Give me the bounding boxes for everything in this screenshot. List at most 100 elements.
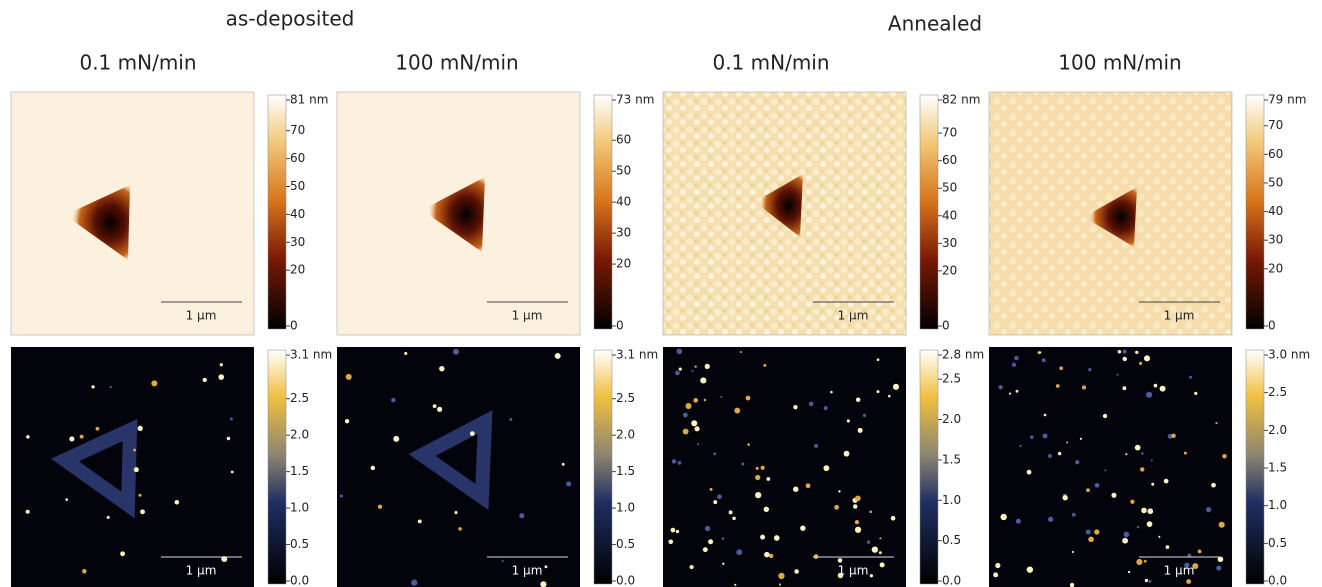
colorbar-label: 30 <box>942 236 957 250</box>
particle <box>703 547 708 552</box>
particle <box>1141 452 1144 455</box>
particle <box>418 519 422 523</box>
colorbar-label: 81 nm <box>290 93 328 107</box>
scale-bar-label: 1 μm <box>1164 564 1195 578</box>
particle <box>695 426 700 431</box>
particle <box>993 572 998 577</box>
column-title: 100 mN/min <box>1058 51 1181 75</box>
colorbar-label: 1.5 <box>616 464 635 478</box>
particle <box>1016 390 1019 393</box>
colorbar-label: 40 <box>942 208 957 222</box>
particle <box>1215 422 1217 424</box>
particle <box>823 465 829 471</box>
particle <box>764 507 769 512</box>
particle <box>1072 551 1074 553</box>
particle <box>755 492 761 498</box>
particle <box>722 563 724 565</box>
particle <box>1122 386 1126 390</box>
particle <box>880 562 885 567</box>
particle <box>675 371 680 376</box>
afm-image <box>337 347 580 587</box>
particle <box>566 481 571 486</box>
particle <box>774 535 780 541</box>
panels: 0.1 mN/min1 μm81 nm70605040302001 μm3.1 … <box>11 51 1310 587</box>
particle <box>404 352 407 355</box>
particle <box>756 467 759 470</box>
colorbar-label: 50 <box>616 164 631 178</box>
particle <box>519 513 524 518</box>
colorbar-label: 40 <box>290 207 305 221</box>
particle <box>26 510 30 514</box>
particle <box>760 535 765 540</box>
particle <box>838 558 843 563</box>
colorbar-label: 0.0 <box>942 574 961 587</box>
particle <box>734 584 736 586</box>
particle <box>91 385 94 388</box>
particle <box>676 349 682 355</box>
particle <box>708 539 713 544</box>
colorbar-label: 70 <box>1268 118 1283 132</box>
colorbar-label: 20 <box>942 263 957 277</box>
image-bg <box>11 92 254 335</box>
particle <box>437 407 442 412</box>
particle <box>1166 545 1170 549</box>
particle <box>1135 445 1141 451</box>
colorbar-label: 30 <box>616 226 631 240</box>
particle <box>710 488 713 491</box>
particle <box>691 370 693 372</box>
particle <box>722 537 724 539</box>
particle <box>1048 517 1053 522</box>
particle <box>26 435 30 439</box>
particle <box>872 546 878 552</box>
particle <box>433 404 437 408</box>
column-title: 100 mN/min <box>395 51 518 75</box>
particle <box>65 498 68 501</box>
particle <box>227 437 230 440</box>
scale-bar-label: 1 μm <box>1164 309 1195 323</box>
particle <box>1027 566 1033 572</box>
particle <box>346 374 352 380</box>
particle <box>378 505 382 509</box>
particle <box>683 429 689 435</box>
colorbar-label: 60 <box>942 153 957 167</box>
particle <box>809 402 814 407</box>
colorbar-label: 0.0 <box>1268 574 1287 587</box>
particle <box>231 471 234 474</box>
particle <box>138 426 143 431</box>
figure: as-deposited Annealed 0.1 mN/min1 μm81 n… <box>0 0 1322 587</box>
particle <box>678 461 682 465</box>
colorbar-label: 0.5 <box>942 533 961 547</box>
particle <box>779 583 781 585</box>
colorbar-label: 0 <box>616 319 624 333</box>
particle <box>1122 349 1126 353</box>
particle <box>1141 508 1147 514</box>
particle <box>740 351 742 353</box>
particle <box>778 573 784 579</box>
particle <box>218 374 224 380</box>
colorbar <box>920 350 938 584</box>
particle <box>888 395 891 398</box>
scale-bar-label: 1 μm <box>512 564 543 578</box>
particle <box>855 496 861 502</box>
particle <box>120 551 125 556</box>
particle <box>1103 414 1107 418</box>
scale-bar-label: 1 μm <box>838 564 869 578</box>
particle <box>1211 483 1216 488</box>
particle <box>1147 508 1153 514</box>
particle <box>877 358 880 361</box>
colorbar-label: 2.0 <box>1268 423 1287 437</box>
particle <box>793 487 798 492</box>
afm-image <box>663 92 906 335</box>
particle <box>96 427 100 431</box>
particle <box>1044 414 1047 417</box>
particle <box>806 483 811 488</box>
colorbar-label: 0.5 <box>290 537 309 551</box>
particle <box>220 363 223 366</box>
scale-bar-label: 1 μm <box>186 309 217 323</box>
colorbar <box>594 95 612 329</box>
particle <box>877 390 880 393</box>
group-title: as-deposited <box>226 7 355 31</box>
scale-bar-label: 1 μm <box>186 564 217 578</box>
particle <box>454 511 457 514</box>
particle <box>713 452 716 455</box>
